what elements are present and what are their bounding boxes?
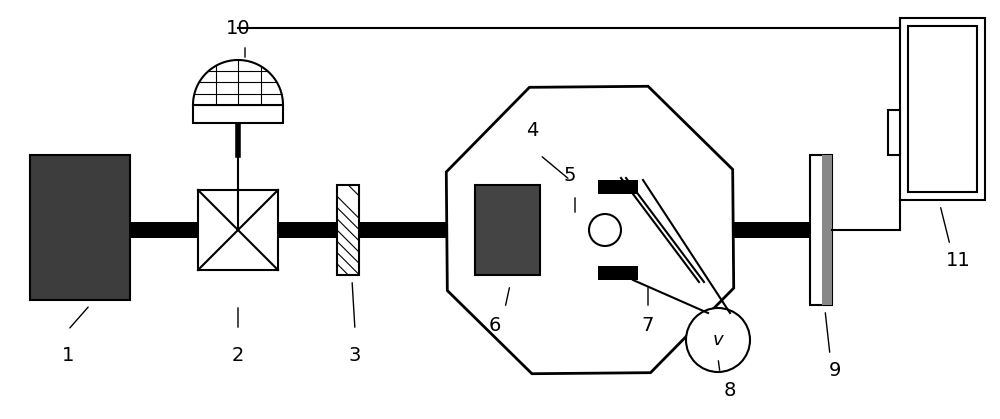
Polygon shape [337, 185, 359, 275]
Text: 1: 1 [62, 346, 74, 365]
Text: 10: 10 [226, 18, 250, 37]
Polygon shape [822, 155, 832, 305]
Text: 9: 9 [829, 360, 841, 380]
Polygon shape [130, 222, 820, 238]
Polygon shape [888, 110, 900, 155]
Polygon shape [598, 180, 638, 194]
Polygon shape [475, 185, 540, 275]
Polygon shape [30, 155, 130, 300]
Polygon shape [900, 18, 985, 200]
Text: $\mathit{v}$: $\mathit{v}$ [712, 331, 724, 349]
Polygon shape [198, 190, 278, 270]
Text: 6: 6 [489, 316, 501, 334]
Text: 4: 4 [526, 121, 538, 140]
Circle shape [686, 308, 750, 372]
Polygon shape [810, 155, 832, 305]
Text: 5: 5 [564, 166, 576, 184]
Circle shape [589, 214, 621, 246]
Polygon shape [446, 86, 734, 374]
Polygon shape [193, 105, 283, 123]
Text: 11: 11 [946, 251, 970, 269]
Text: 8: 8 [724, 380, 736, 399]
Text: 3: 3 [349, 346, 361, 365]
Polygon shape [193, 60, 283, 105]
Text: 7: 7 [642, 316, 654, 334]
Polygon shape [598, 266, 638, 280]
Text: 2: 2 [232, 346, 244, 365]
